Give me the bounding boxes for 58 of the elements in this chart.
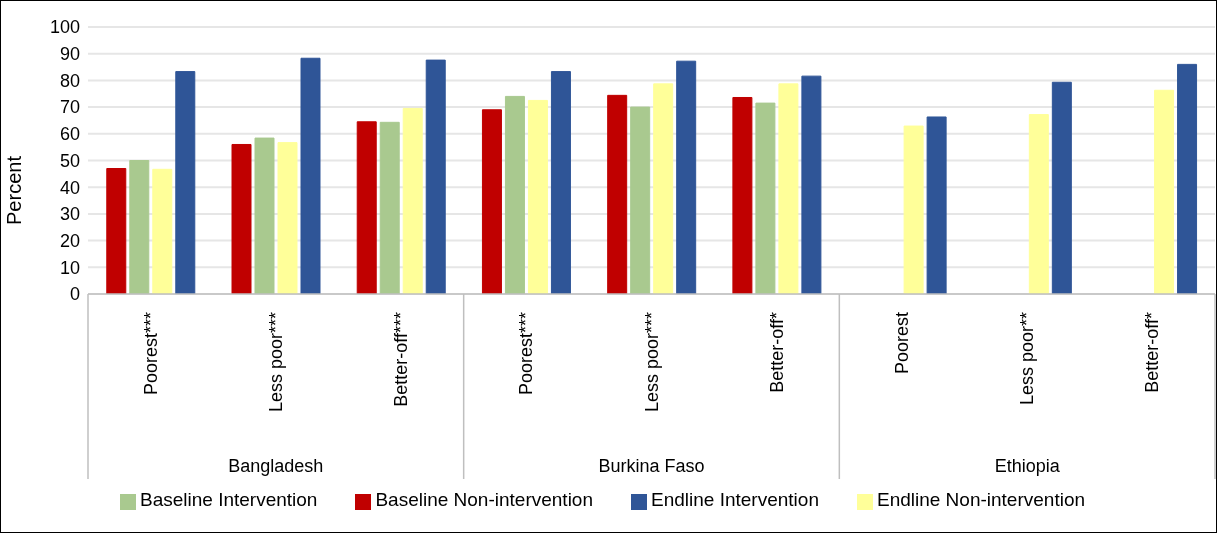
bar xyxy=(550,71,571,294)
x-tick-label: Less poor*** xyxy=(641,312,662,413)
y-tick-label: 100 xyxy=(49,17,80,38)
y-axis-title: Percent xyxy=(3,155,26,225)
x-tick-label: Better-off* xyxy=(766,312,787,393)
x-tick-label: Poorest*** xyxy=(516,312,537,396)
bar xyxy=(402,107,423,294)
bar xyxy=(755,102,776,294)
bar xyxy=(653,83,674,294)
bar xyxy=(801,75,822,294)
bar xyxy=(129,160,150,294)
x-tick-label: Better-off* xyxy=(1142,312,1163,393)
bar xyxy=(277,142,298,294)
y-tick-label: 40 xyxy=(59,177,80,198)
bar xyxy=(778,83,799,294)
bar xyxy=(903,125,924,294)
bar xyxy=(1177,63,1198,294)
bar xyxy=(254,137,275,294)
x-tick-label: Better-off*** xyxy=(391,312,412,407)
y-tick-label: 20 xyxy=(59,230,80,251)
bar xyxy=(607,94,628,294)
bar xyxy=(630,106,651,294)
y-tick-label: 60 xyxy=(59,124,80,145)
bar xyxy=(527,99,548,294)
legend-label: Endline Non-intervention xyxy=(876,489,1086,510)
x-tick-label: Poorest*** xyxy=(140,312,161,396)
text: Burkina Faso xyxy=(598,456,705,476)
y-tick-label: 10 xyxy=(59,257,80,278)
x-tick-label: Less poor** xyxy=(1017,312,1038,406)
legend-label: Baseline Non-intervention xyxy=(375,489,593,510)
bar xyxy=(1154,89,1175,294)
text: Bangladesh xyxy=(228,456,324,476)
legend-label: Baseline Intervention xyxy=(139,489,318,510)
x-tick-label: Less poor*** xyxy=(265,312,286,413)
bar xyxy=(926,116,947,294)
bar xyxy=(106,168,127,294)
bar xyxy=(379,121,400,294)
bar xyxy=(300,57,321,294)
bar xyxy=(676,60,697,294)
bar xyxy=(1028,114,1049,294)
y-tick-label: 70 xyxy=(59,97,80,118)
bar xyxy=(152,168,173,294)
bar xyxy=(231,143,252,294)
y-tick-label: 50 xyxy=(59,150,80,171)
x-tick-label: Poorest xyxy=(891,312,912,375)
text: Ethiopia xyxy=(994,456,1061,476)
y-tick-label: 0 xyxy=(69,284,80,305)
bar xyxy=(356,121,377,294)
y-tick-label: 30 xyxy=(59,204,80,225)
y-tick-label: 80 xyxy=(59,70,80,91)
bar xyxy=(504,95,525,294)
bar xyxy=(1051,81,1072,294)
bar xyxy=(175,71,196,294)
bar xyxy=(481,109,502,294)
y-tick-label: 90 xyxy=(59,44,80,65)
bar xyxy=(425,59,446,294)
legend-label: Endline Intervention xyxy=(651,489,819,510)
bar xyxy=(732,96,753,294)
